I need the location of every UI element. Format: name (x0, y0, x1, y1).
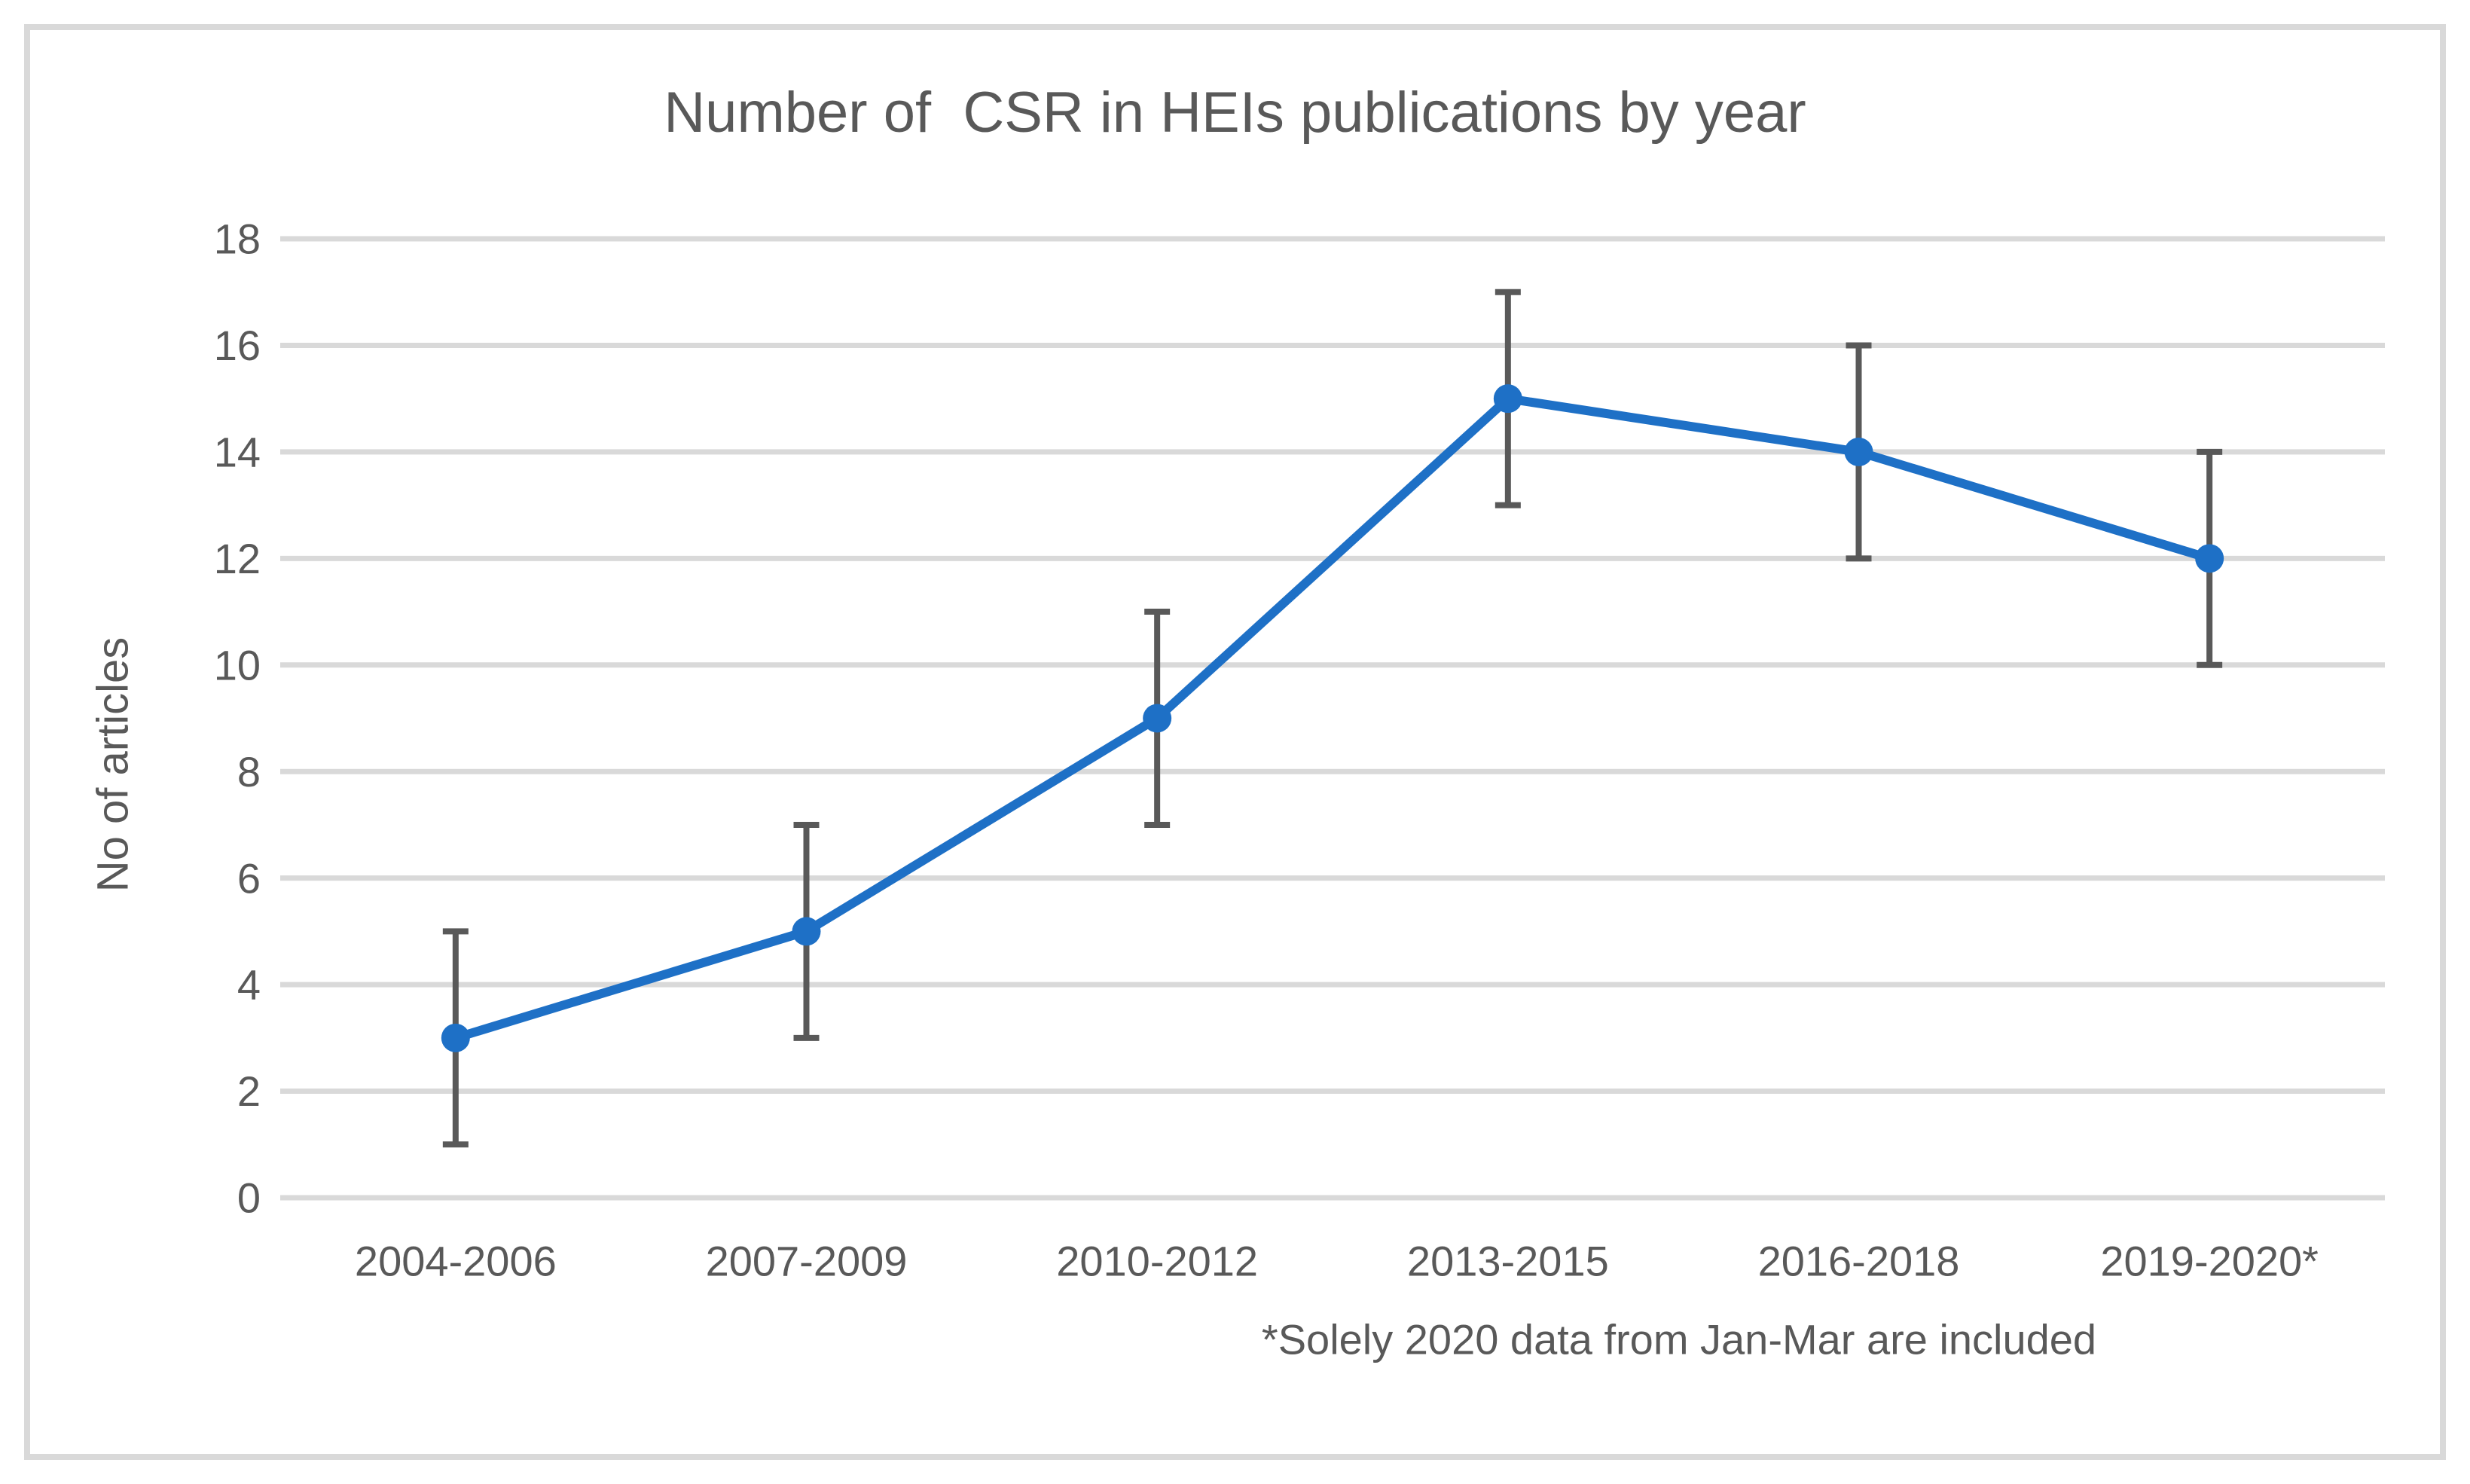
y-tick-label: 12 (214, 535, 261, 582)
x-category-label: 2019-2020* (2100, 1238, 2319, 1285)
y-tick-label: 10 (214, 641, 261, 689)
y-tick-label: 14 (214, 428, 261, 475)
chart-border (24, 24, 2446, 1460)
y-tick-label: 18 (214, 215, 261, 263)
x-category-label: 2013-2015 (1407, 1238, 1609, 1285)
x-category-label: 2007-2009 (706, 1238, 908, 1285)
x-category-label: 2004-2006 (355, 1238, 557, 1285)
y-tick-label: 6 (237, 854, 261, 902)
x-category-label: 2016-2018 (1758, 1238, 1960, 1285)
y-tick-label: 4 (237, 961, 261, 1009)
data-point-marker (792, 917, 821, 946)
x-category-label: 2010-2012 (1056, 1238, 1258, 1285)
data-line (450, 394, 2215, 1043)
y-tick-label: 0 (237, 1174, 261, 1222)
data-point-marker (441, 1023, 470, 1052)
data-point-marker (1493, 384, 1522, 414)
data-point-marker (1143, 704, 1172, 733)
y-tick-label: 8 (237, 748, 261, 795)
y-tick-label: 16 (214, 322, 261, 369)
y-tick-label: 2 (237, 1067, 261, 1115)
chart-footnote: *Solely 2020 data from Jan-Mar are inclu… (1261, 1315, 2097, 1363)
data-point-marker (2195, 544, 2224, 573)
data-point-marker (1844, 437, 1873, 466)
chart-title: Number of CSR in HEIs publications by ye… (664, 81, 1806, 145)
